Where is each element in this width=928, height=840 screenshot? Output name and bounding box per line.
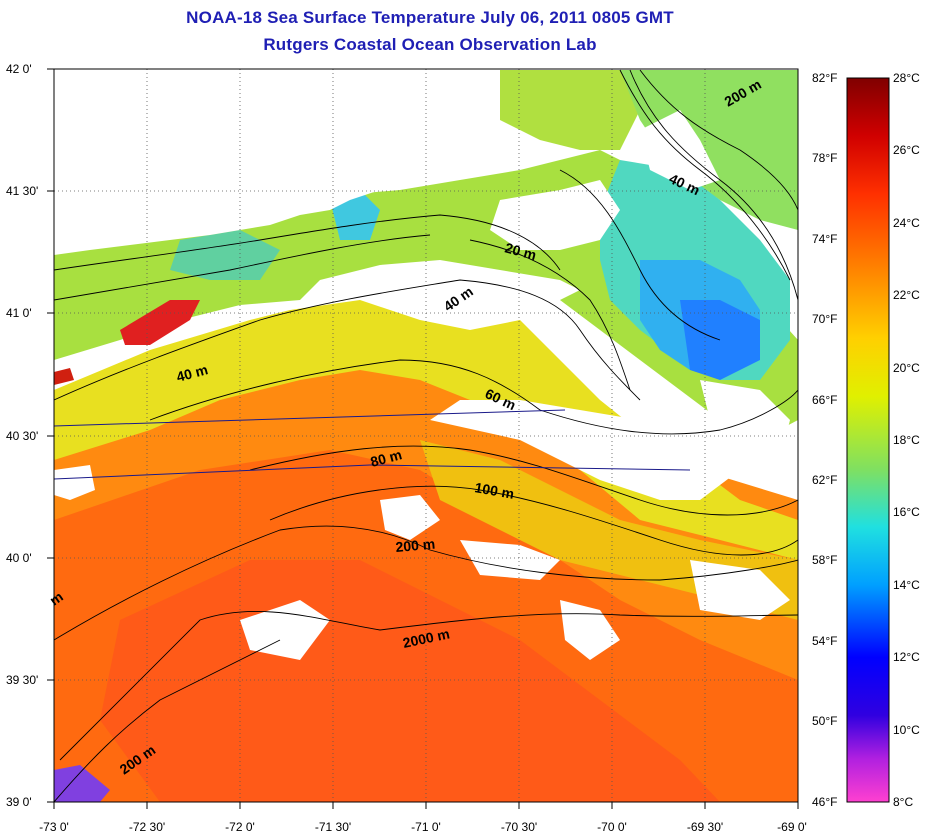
colorbar-f-label-46: 46°F <box>812 795 838 809</box>
colorbar-f-label-58: 58°F <box>812 553 838 567</box>
contour-label-100m: 100 m <box>473 479 515 502</box>
contour-label-40m-west: 40 m <box>175 361 210 385</box>
colorbar <box>846 77 890 803</box>
lon-label-72: -72 0' <box>225 820 255 834</box>
contour-label-200m-mid: 200 m <box>395 536 436 555</box>
lat-label-41: 41 0' <box>6 306 32 320</box>
colorbar-c-label-16: 16°C <box>893 505 920 519</box>
colorbar-c-label-28: 28°C <box>893 71 920 85</box>
lat-label-42: 42 0' <box>6 62 32 76</box>
contour-label-20m: 20 m <box>503 239 538 263</box>
colorbar-c-label-24: 24°C <box>893 216 920 230</box>
colorbar-c-label-14: 14°C <box>893 578 920 592</box>
colorbar-f-label-70: 70°F <box>812 312 838 326</box>
map-subtitle: Rutgers Coastal Ocean Observation Lab <box>263 35 597 54</box>
colorbar-f-label-66: 66°F <box>812 393 838 407</box>
lon-label-70-30: -70 30' <box>500 820 538 834</box>
colorbar-f-label-54: 54°F <box>812 634 838 648</box>
colorbar-f-label-62: 62°F <box>812 473 838 487</box>
contour-label-80m: 80 m <box>369 446 404 470</box>
colorbar-c-label-20: 20°C <box>893 361 920 375</box>
lon-label-71-30: -71 30' <box>314 820 352 834</box>
lat-label-40-30: 40 30' <box>6 429 39 443</box>
ship-tracks <box>53 409 691 480</box>
graticule <box>54 69 798 802</box>
lon-label-72-30: -72 30' <box>128 820 166 834</box>
colorbar-c-label-26: 26°C <box>893 143 920 157</box>
lon-label-73: -73 0' <box>39 820 69 834</box>
lat-label-39: 39 0' <box>6 795 32 809</box>
colorbar-f-label-78: 78°F <box>812 151 838 165</box>
axis-ticks <box>47 68 799 809</box>
colorbar-c-label-8: 8°C <box>893 795 914 809</box>
lon-label-69: -69 0' <box>777 820 807 834</box>
colorbar-c-label-12: 12°C <box>893 650 920 664</box>
lon-label-71: -71 0' <box>411 820 441 834</box>
lat-label-41-30: 41 30' <box>6 184 39 198</box>
colorbar-c-label-22: 22°C <box>893 288 920 302</box>
lat-label-40: 40 0' <box>6 551 32 565</box>
map-title: NOAA-18 Sea Surface Temperature July 06,… <box>186 8 674 27</box>
depth-contours <box>54 69 798 802</box>
lat-label-39-30: 39 30' <box>6 673 39 687</box>
colorbar-f-label-74: 74°F <box>812 232 838 246</box>
colorbar-c-label-18: 18°C <box>893 433 920 447</box>
colorbar-f-label-82: 82°F <box>812 71 838 85</box>
colorbar-f-label-50: 50°F <box>812 714 838 728</box>
colorbar-c-label-10: 10°C <box>893 723 920 737</box>
lon-label-70: -70 0' <box>597 820 627 834</box>
lon-label-69-30: -69 30' <box>686 820 724 834</box>
